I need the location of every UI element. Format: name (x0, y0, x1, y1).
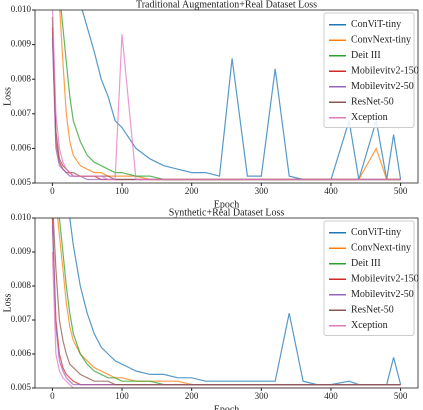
legend-label: Mobilevitv2-50 (351, 81, 414, 92)
x-tick-label: 0 (50, 391, 55, 401)
legend-label: Xception (351, 112, 388, 123)
y-tick-label: 0.009 (11, 39, 32, 49)
x-tick-label: 200 (185, 186, 199, 196)
legend-box (323, 220, 415, 336)
plot-frame (34, 9, 419, 184)
x-tick-label: 400 (324, 391, 338, 401)
x-tick-label: 100 (115, 186, 129, 196)
y-tick-label: 0.008 (11, 280, 32, 290)
legend-label: Mobilevitv2-50 (351, 289, 414, 300)
legend-box (323, 12, 415, 128)
x-tick-label: 0 (50, 186, 55, 196)
x-tick-label: 300 (255, 391, 269, 401)
series-line (51, 251, 401, 388)
y-tick-label: 0.005 (11, 382, 32, 392)
y-tick-label: 0.007 (11, 314, 32, 324)
x-tick-label: 100 (115, 391, 129, 401)
y-tick-label: 0.010 (11, 212, 32, 222)
y-tick-label: 0.009 (11, 246, 32, 256)
legend-label: ConvNext-tiny (351, 243, 411, 254)
y-axis-label: Loss (2, 293, 13, 312)
series-line (69, 218, 402, 386)
legend-label: Mobilevitv2-150 (351, 274, 419, 285)
legend-label: Deit III (351, 50, 381, 61)
y-tick-label: 0.006 (11, 142, 32, 152)
y-tick-label: 0.008 (11, 73, 32, 83)
x-tick-label: 500 (394, 391, 408, 401)
y-axis-label: Loss (2, 87, 13, 106)
legend-label: Xception (351, 320, 388, 331)
legend-label: ConViT-tiny (351, 19, 401, 30)
x-tick-label: 400 (324, 186, 338, 196)
plot-frame (34, 217, 419, 389)
x-tick-label: 300 (255, 186, 269, 196)
series-line (52, 10, 401, 181)
series-line (81, 10, 402, 181)
chart-title: Synthetic+Real Dataset Loss (169, 207, 285, 218)
y-tick-label: 0.005 (11, 177, 32, 187)
legend-label: ResNet-50 (351, 305, 394, 316)
legend-label: Mobilevitv2-150 (351, 66, 419, 77)
chart-title: Traditional Augmentation+Real Dataset Lo… (136, 0, 317, 10)
legend-label: ConvNext-tiny (351, 35, 411, 46)
legend-label: ResNet-50 (351, 97, 394, 108)
x-tick-label: 500 (394, 186, 408, 196)
legend-label: Deit III (351, 258, 381, 269)
x-tick-label: 200 (185, 391, 199, 401)
x-axis-label: Epoch (214, 199, 240, 210)
y-tick-label: 0.007 (11, 108, 32, 118)
legend-label: ConViT-tiny (351, 227, 401, 238)
series-line (52, 218, 401, 386)
x-axis-label: Epoch (214, 404, 240, 410)
y-tick-label: 0.010 (11, 4, 32, 14)
y-tick-label: 0.006 (11, 348, 32, 358)
